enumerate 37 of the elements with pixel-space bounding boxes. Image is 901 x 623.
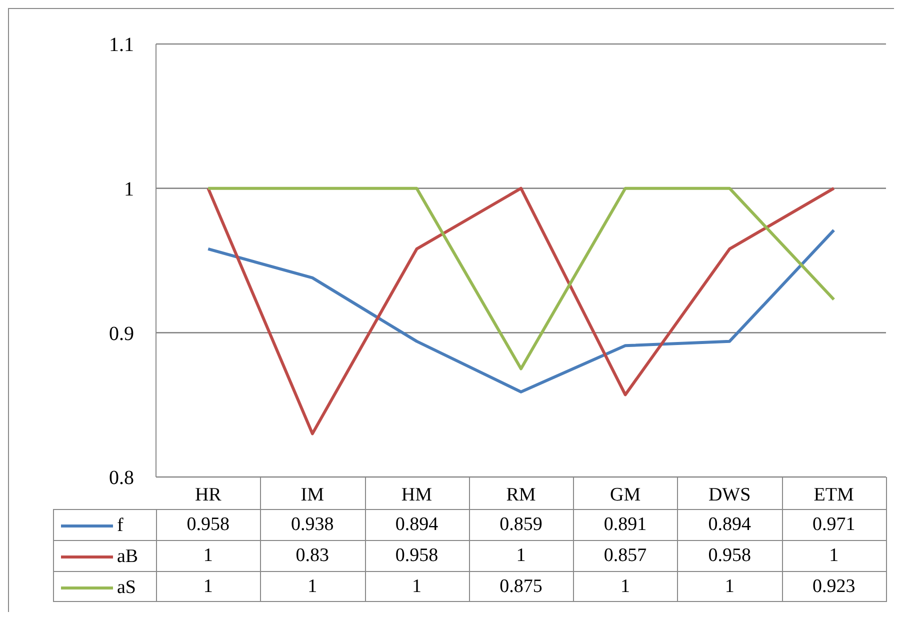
x-tick-label: DWS	[708, 484, 751, 506]
data-label: 1	[515, 544, 527, 568]
x-tick-label: RM	[506, 484, 536, 506]
data-label: 1	[620, 575, 632, 599]
data-label: 0.923	[811, 575, 856, 599]
data-label: 0.938	[290, 513, 335, 537]
legend-label: aS	[117, 576, 136, 598]
data-label: 1	[202, 575, 214, 599]
data-label: 0.894	[394, 513, 440, 537]
data-label: 1	[410, 575, 422, 599]
data-label: 1	[724, 575, 736, 599]
y-tick-label: 1.1	[109, 34, 134, 56]
data-label: 1	[306, 575, 318, 599]
legend-label: f	[117, 514, 124, 536]
data-label: 0.971	[811, 513, 856, 537]
data-label: 0.83	[294, 544, 330, 568]
y-tick-label: 0.8	[109, 467, 134, 490]
x-tick-label: HM	[401, 484, 432, 506]
data-label: 0.958	[186, 513, 231, 537]
data-label: 0.894	[707, 513, 752, 537]
data-label: 0.891	[602, 513, 648, 537]
data-label: 0.958	[394, 544, 440, 568]
data-label: 1	[202, 544, 214, 568]
data-label: 1	[828, 544, 840, 568]
data-label: 0.875	[498, 575, 544, 599]
line-series	[206, 186, 836, 436]
x-tick-label: HR	[194, 484, 222, 506]
data-label: 0.859	[498, 513, 544, 537]
x-tick-label: GM	[610, 484, 641, 506]
data-label: 0.958	[707, 544, 752, 568]
y-tick-label: 0.9	[109, 322, 134, 345]
data-label: 0.857	[602, 544, 648, 568]
x-tick-label: ETM	[814, 484, 854, 506]
legend-label: aB	[117, 546, 138, 568]
line-series	[206, 228, 836, 394]
y-tick-label: 1	[124, 178, 134, 200]
x-tick-label: IM	[300, 484, 324, 506]
